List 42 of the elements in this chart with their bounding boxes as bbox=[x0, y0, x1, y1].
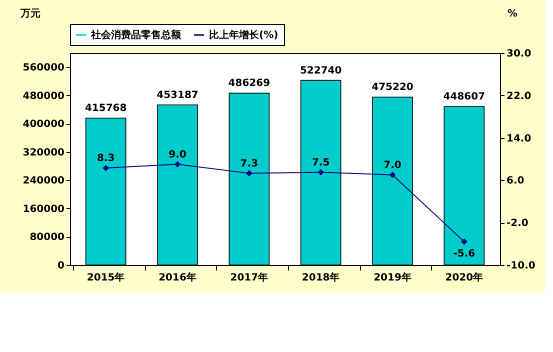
y2-tick-label: 6.0 bbox=[506, 176, 524, 187]
x-tick-label: 2017年 bbox=[230, 272, 268, 284]
x-tick-label: 2015年 bbox=[86, 272, 125, 284]
data-label: 522740 bbox=[300, 65, 342, 76]
data-label: 7.0 bbox=[384, 160, 402, 171]
y-tick-label: 320000 bbox=[22, 147, 65, 158]
y2-tick-label: 14.0 bbox=[506, 133, 532, 144]
y-tick-label: 240000 bbox=[22, 176, 65, 187]
data-label: 453187 bbox=[156, 90, 198, 101]
y2-tick-label: -10.0 bbox=[506, 260, 536, 272]
y-tick-label: 80000 bbox=[30, 232, 65, 244]
data-label: 475220 bbox=[372, 82, 414, 94]
x-tick-label: 2020年 bbox=[445, 272, 484, 284]
y-tick-label: 160000 bbox=[22, 204, 65, 215]
data-label: 415768 bbox=[84, 103, 127, 114]
y-axis-title: 万元 bbox=[20, 8, 40, 20]
data-label: 8.3 bbox=[96, 153, 115, 164]
point bbox=[389, 172, 396, 178]
y2-tick-label: -2.0 bbox=[506, 218, 528, 230]
data-label: 9.0 bbox=[168, 149, 186, 160]
point bbox=[102, 164, 109, 172]
y2-tick-label: 30.0 bbox=[506, 48, 532, 60]
data-label: 448607 bbox=[443, 91, 486, 102]
point bbox=[461, 238, 468, 245]
legend-label: 比上年增长(%) bbox=[209, 29, 278, 41]
x-tick-label: 2016年 bbox=[158, 272, 196, 284]
y-tick-label: 400000 bbox=[22, 119, 65, 130]
legend-label: 社会消费品零售总额 bbox=[90, 29, 182, 41]
y2-axis-title: % bbox=[507, 8, 518, 20]
y2-tick-label: 22.0 bbox=[506, 90, 532, 102]
point bbox=[246, 170, 252, 176]
x-tick-label: 2019年 bbox=[374, 272, 412, 284]
point bbox=[318, 169, 324, 176]
y-tick-label: 480000 bbox=[22, 90, 65, 102]
data-label: 7.5 bbox=[312, 157, 330, 168]
data-label: -5.6 bbox=[453, 248, 476, 260]
y-tick-label: 0 bbox=[58, 260, 65, 272]
x-tick-label: 2018年 bbox=[302, 272, 340, 284]
data-label: 7.3 bbox=[240, 158, 258, 170]
data-label: 486269 bbox=[228, 78, 270, 90]
y-tick-label: 560000 bbox=[22, 62, 65, 74]
point bbox=[174, 161, 181, 168]
